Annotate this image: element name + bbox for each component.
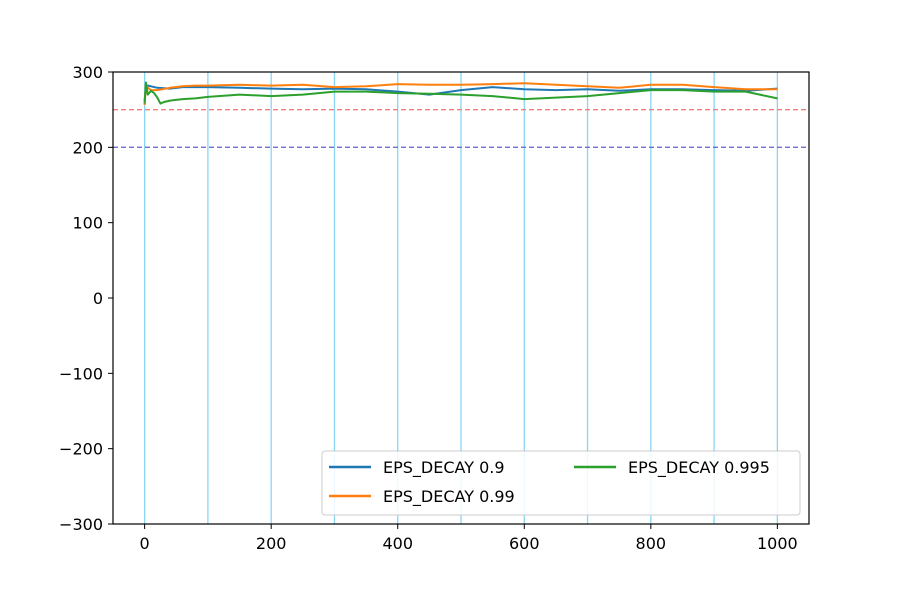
series-line-2	[143, 82, 778, 106]
series-line-3	[143, 81, 778, 105]
y-tick-label: 200	[72, 138, 103, 157]
x-tick-label: 1000	[757, 534, 798, 553]
x-tick-label: 400	[382, 534, 413, 553]
y-tick-label: −200	[59, 440, 103, 459]
legend-label: EPS_DECAY 0.9	[383, 458, 505, 478]
x-tick-label: 600	[509, 534, 540, 553]
x-tick-label: 0	[140, 534, 150, 553]
y-tick-label: −100	[59, 364, 103, 383]
series-line-1	[143, 84, 778, 101]
y-tick-label: 100	[72, 214, 103, 233]
legend-label: EPS_DECAY 0.99	[383, 487, 515, 507]
horizontal-reference-lines	[113, 109, 809, 148]
series-lines	[143, 81, 778, 106]
y-tick-label: 0	[93, 289, 103, 308]
x-axis: 0 200 400 600 800 1000	[140, 524, 798, 553]
x-tick-label: 200	[256, 534, 287, 553]
y-axis: 300 200 100 0 −100 −200 −300	[59, 63, 113, 534]
y-tick-label: 300	[72, 63, 103, 82]
legend: EPS_DECAY 0.9 EPS_DECAY 0.99 EPS_DECAY 0.9…	[321, 450, 801, 516]
legend-box	[321, 450, 801, 516]
y-tick-label: −300	[59, 515, 103, 534]
legend-label: EPS_DECAY 0.995	[628, 458, 770, 478]
x-tick-label: 800	[636, 534, 667, 553]
